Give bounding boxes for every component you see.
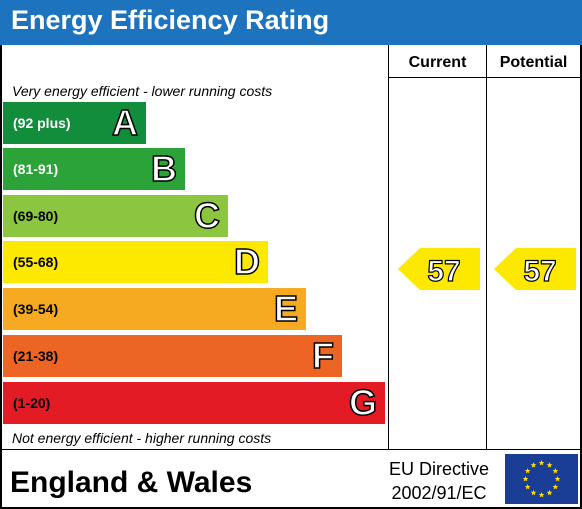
eu-star-icon: [538, 460, 545, 466]
eu-star-icon: [522, 476, 529, 482]
eu-star-icon: [524, 484, 531, 490]
inefficient-note: Not energy efficient - higher running co…: [12, 430, 272, 446]
rating-band-a: (92 plus) A: [3, 101, 146, 144]
eu-flag-icon: [505, 454, 578, 504]
chart-title: Energy Efficiency Rating: [11, 5, 330, 35]
eu-star-icon: [552, 484, 559, 490]
band-letter: F: [311, 334, 335, 377]
title-bar: Energy Efficiency Rating: [0, 0, 582, 45]
potential-arrow-shape: [494, 248, 576, 290]
eu-star-icon: [530, 462, 537, 468]
potential-rating-value: 57: [523, 255, 556, 288]
frame-bottom-border: [0, 507, 582, 509]
rating-band-g: (1-20) G: [3, 381, 385, 424]
potential-column-header: Potential: [499, 54, 568, 71]
band-range-label: (1-20): [13, 395, 51, 411]
band-range-label: (39-54): [13, 301, 59, 317]
region-label: England & Wales: [10, 466, 253, 499]
column-divider-potential: [486, 45, 487, 449]
efficient-note: Very energy efficient - lower running co…: [12, 83, 273, 99]
eu-star-icon: [546, 489, 553, 496]
band-letter: D: [233, 240, 261, 283]
eu-star-icon: [538, 492, 545, 498]
frame-right-border: [580, 45, 582, 509]
column-divider-current: [388, 45, 389, 449]
eu-star-icon: [554, 476, 561, 482]
band-range-label: (92 plus): [13, 115, 71, 131]
band-letter: E: [273, 287, 299, 330]
band-range-label: (69-80): [13, 208, 59, 224]
band-letter: G: [348, 381, 378, 424]
eu-star-icon: [530, 489, 537, 496]
current-rating-value: 57: [427, 255, 460, 288]
header-divider: [388, 77, 582, 78]
potential-rating-arrow: 57: [494, 248, 576, 290]
rating-band-f: (21-38) F: [3, 334, 342, 377]
band-range-label: (55-68): [13, 254, 59, 270]
current-rating-arrow: 57: [398, 248, 480, 290]
eu-star-icon: [524, 468, 531, 474]
eu-star-icon: [546, 462, 553, 468]
rating-band-c: (69-80) C: [3, 194, 228, 237]
footer-divider: [0, 449, 582, 450]
rating-band-e: (39-54) E: [3, 287, 306, 330]
band-letter: B: [150, 147, 178, 190]
band-letter: A: [111, 101, 139, 144]
band-range-label: (81-91): [13, 161, 59, 177]
rating-band-d: (55-68) D: [3, 240, 268, 283]
eu-star-icon: [552, 468, 559, 474]
current-column-header: Current: [408, 54, 467, 71]
band-letter: C: [193, 194, 221, 237]
eu-directive-label: EU Directive: [388, 459, 490, 479]
rating-band-b: (81-91) B: [3, 147, 185, 190]
current-arrow-shape: [398, 248, 480, 290]
band-range-label: (21-38): [13, 348, 59, 364]
eu-directive-number: 2002/91/EC: [391, 483, 487, 503]
frame-left-border: [0, 45, 2, 509]
